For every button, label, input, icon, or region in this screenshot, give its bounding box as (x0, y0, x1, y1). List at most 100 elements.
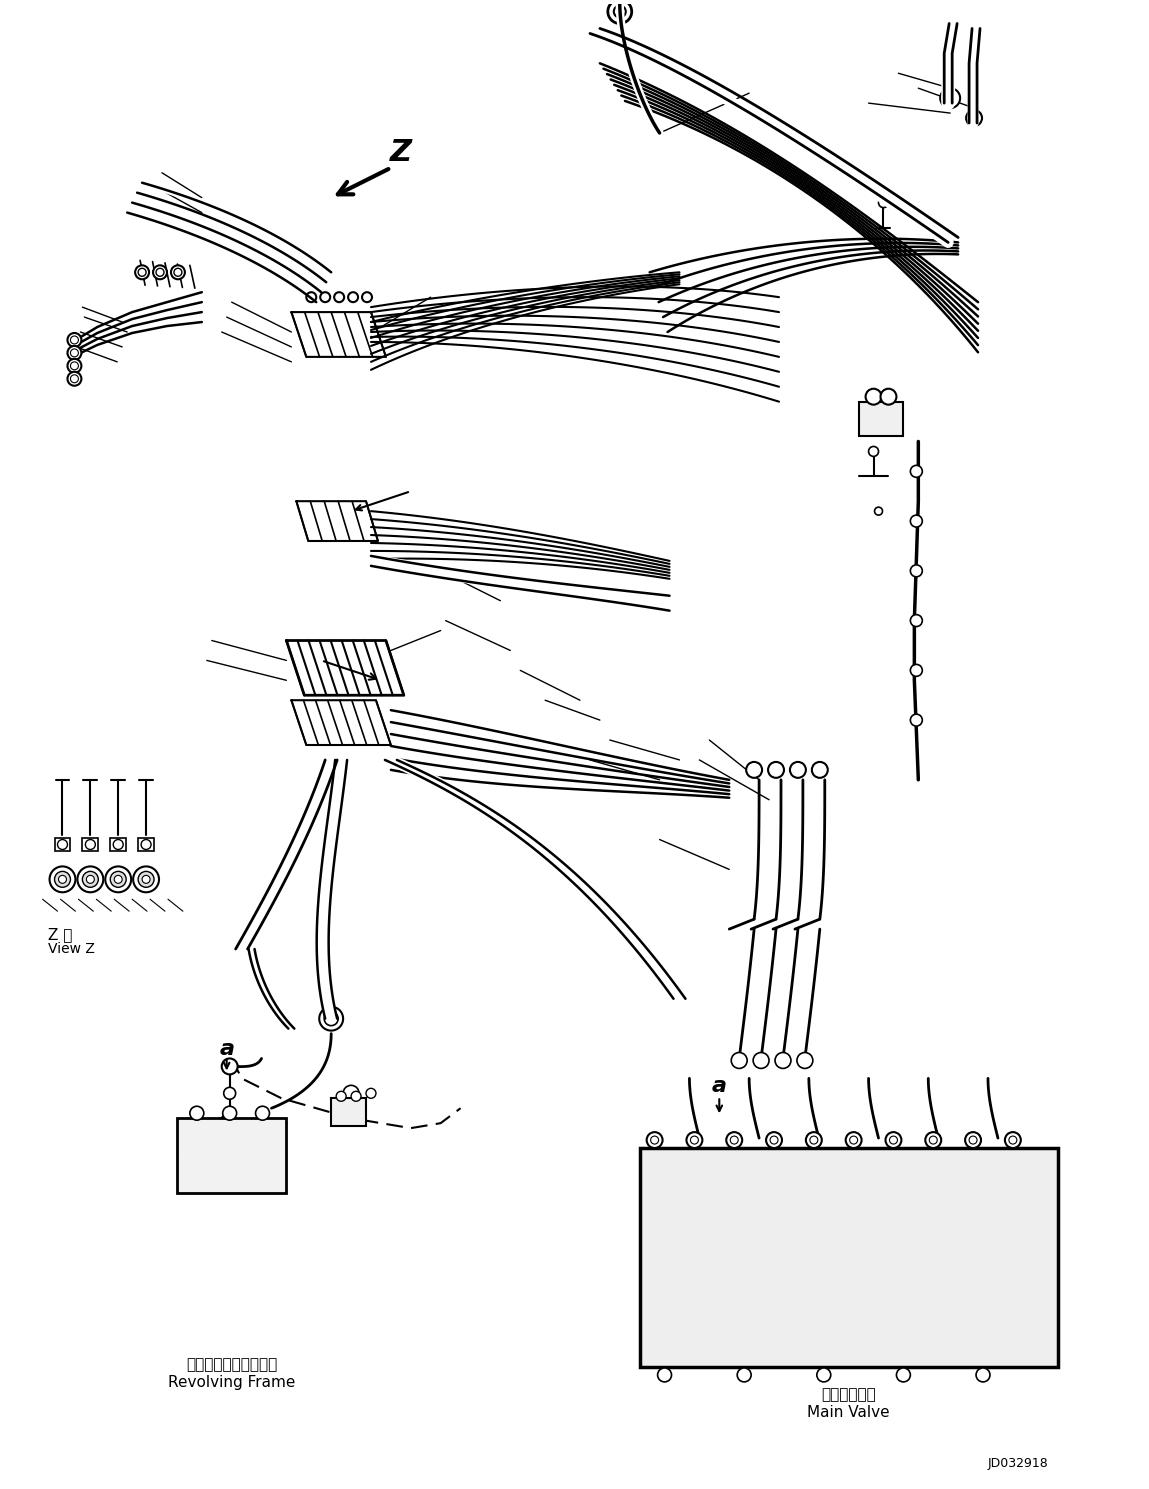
Circle shape (224, 1087, 236, 1099)
Circle shape (68, 345, 82, 360)
Text: Revolving Frame: Revolving Frame (168, 1374, 295, 1389)
Circle shape (886, 1132, 902, 1148)
Circle shape (307, 292, 316, 302)
Circle shape (791, 762, 805, 777)
Circle shape (70, 348, 78, 357)
Circle shape (608, 0, 632, 24)
Circle shape (930, 1136, 938, 1144)
Circle shape (738, 1368, 751, 1382)
Circle shape (889, 1136, 897, 1144)
Circle shape (865, 389, 881, 405)
Circle shape (869, 447, 879, 457)
Circle shape (153, 265, 167, 280)
Circle shape (70, 375, 78, 383)
Circle shape (190, 1106, 203, 1120)
Bar (83, 837, 99, 852)
Circle shape (133, 867, 159, 892)
Circle shape (910, 515, 923, 527)
Circle shape (324, 1011, 338, 1026)
Circle shape (110, 871, 126, 887)
Circle shape (348, 292, 358, 302)
Circle shape (874, 508, 882, 515)
Circle shape (614, 6, 626, 18)
Circle shape (770, 1136, 778, 1144)
Text: Main Valve: Main Valve (808, 1404, 890, 1421)
Circle shape (156, 268, 164, 277)
Circle shape (797, 1053, 812, 1069)
Circle shape (965, 1132, 981, 1148)
Text: Z 視: Z 視 (47, 928, 72, 943)
Circle shape (880, 389, 896, 405)
Circle shape (731, 1136, 738, 1144)
Circle shape (812, 762, 827, 777)
Circle shape (321, 292, 330, 302)
Circle shape (817, 1368, 831, 1382)
Circle shape (136, 265, 149, 280)
Bar (110, 837, 126, 852)
Circle shape (976, 1368, 990, 1382)
Circle shape (746, 762, 762, 777)
Text: a: a (219, 1038, 234, 1059)
Bar (177, 1118, 286, 1193)
Circle shape (650, 1136, 658, 1144)
Text: a: a (711, 1077, 727, 1096)
Circle shape (805, 1132, 822, 1148)
Circle shape (910, 615, 923, 627)
Circle shape (879, 198, 888, 207)
Circle shape (173, 268, 182, 277)
Circle shape (657, 1368, 671, 1382)
Circle shape (222, 1059, 238, 1075)
Circle shape (223, 1106, 237, 1120)
Circle shape (1005, 1132, 1020, 1148)
Circle shape (68, 334, 82, 347)
Circle shape (141, 840, 151, 850)
Circle shape (686, 1132, 702, 1148)
Text: メインバルブ: メインバルブ (822, 1386, 876, 1401)
Circle shape (59, 876, 67, 883)
Circle shape (171, 265, 185, 280)
Circle shape (85, 840, 95, 850)
Circle shape (138, 871, 154, 887)
Circle shape (138, 268, 146, 277)
Bar (858, 402, 903, 436)
Circle shape (766, 1132, 782, 1148)
Circle shape (344, 1085, 358, 1102)
Circle shape (70, 362, 78, 369)
Text: JD032918: JD032918 (987, 1456, 1048, 1470)
Circle shape (68, 359, 82, 372)
Bar (331, 1099, 367, 1126)
Circle shape (940, 88, 961, 109)
Circle shape (142, 876, 151, 883)
Circle shape (362, 292, 372, 302)
Bar (138, 837, 154, 852)
Circle shape (810, 1136, 818, 1144)
Circle shape (966, 110, 982, 127)
Circle shape (352, 1091, 361, 1102)
Bar (640, 1148, 1057, 1367)
Circle shape (337, 1091, 346, 1102)
Circle shape (925, 1132, 941, 1148)
Bar (54, 837, 70, 852)
Circle shape (86, 876, 94, 883)
Circle shape (319, 1007, 344, 1030)
Circle shape (70, 337, 78, 344)
Circle shape (910, 715, 923, 727)
Circle shape (367, 1088, 376, 1099)
Circle shape (726, 1132, 742, 1148)
Circle shape (768, 762, 784, 777)
Circle shape (910, 564, 923, 576)
Text: Z: Z (390, 138, 411, 167)
Circle shape (334, 292, 344, 302)
Circle shape (776, 1053, 791, 1069)
Circle shape (106, 867, 131, 892)
Circle shape (846, 1132, 862, 1148)
Circle shape (969, 1136, 977, 1144)
Circle shape (1009, 1136, 1017, 1144)
Circle shape (691, 1136, 699, 1144)
Text: レボルビングフレーム: レボルビングフレーム (186, 1356, 277, 1371)
Circle shape (910, 664, 923, 676)
Text: View Z: View Z (47, 943, 94, 956)
Circle shape (54, 871, 70, 887)
Circle shape (731, 1053, 747, 1069)
Circle shape (114, 876, 122, 883)
